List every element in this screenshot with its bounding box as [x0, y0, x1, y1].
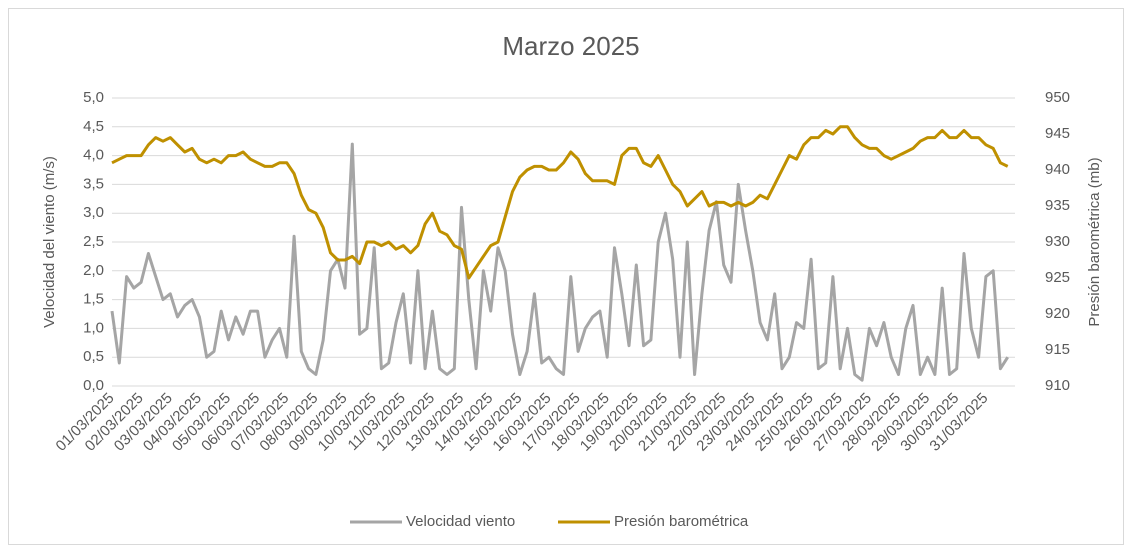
- y-tick-label: 3,0: [83, 204, 104, 221]
- y-tick-label: 4,5: [83, 118, 104, 135]
- y-tick-label: 3,5: [83, 175, 104, 192]
- y-tick-label: 1,0: [83, 319, 104, 336]
- y2-tick-label: 930: [1045, 233, 1070, 250]
- series-line: [110, 142, 1009, 382]
- y2-tick-label: 945: [1045, 125, 1070, 142]
- y2-tick-label: 920: [1045, 305, 1070, 322]
- legend-label: Presión barométrica: [614, 513, 749, 530]
- y-tick-label: 1,5: [83, 291, 104, 308]
- y2-tick-label: 935: [1045, 197, 1070, 214]
- y-tick-label: 2,0: [83, 262, 104, 279]
- series-line: [111, 125, 1009, 280]
- chart-title: Marzo 2025: [502, 31, 639, 61]
- y2-tick-label: 910: [1045, 377, 1070, 394]
- chart-frame: [8, 8, 1124, 545]
- y2-tick-label: 940: [1045, 161, 1070, 178]
- y-tick-label: 4,0: [83, 147, 104, 164]
- legend-label: Velocidad viento: [406, 513, 515, 530]
- y2-tick-label: 915: [1045, 341, 1070, 358]
- y-tick-label: 0,0: [83, 377, 104, 394]
- y-axis-title: Velocidad del viento (m/s): [41, 156, 58, 328]
- y-tick-label: 2,5: [83, 233, 104, 250]
- y-tick-label: 0,5: [83, 348, 104, 365]
- y2-tick-label: 950: [1045, 89, 1070, 106]
- y2-axis-title: Presión barométrica (mb): [1086, 157, 1103, 326]
- y2-tick-label: 925: [1045, 269, 1070, 286]
- y-tick-label: 5,0: [83, 89, 104, 106]
